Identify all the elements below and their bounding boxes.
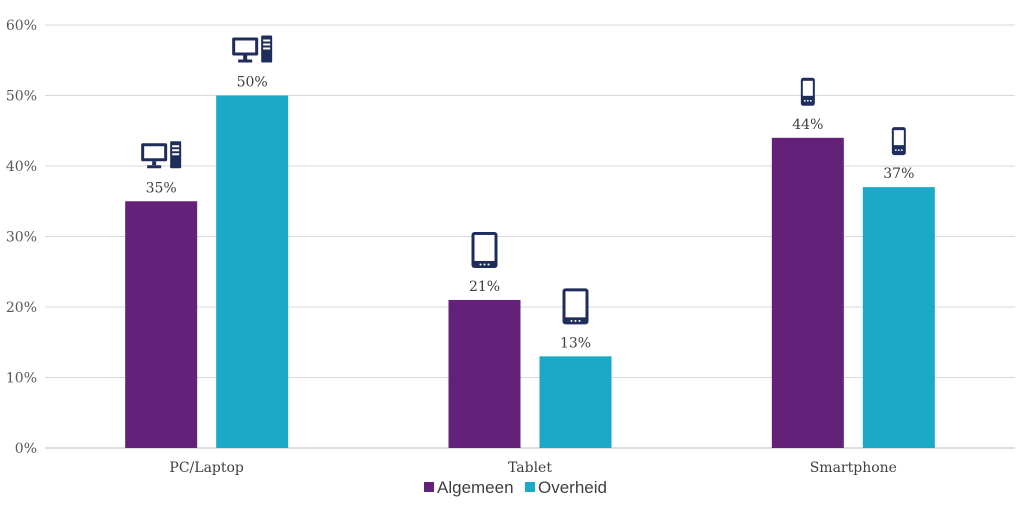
- legend-swatch: [424, 482, 434, 492]
- y-tick-label: 10%: [6, 371, 37, 387]
- monitor-stand: [147, 165, 162, 169]
- bars: [125, 95, 935, 449]
- tablet-button-dot: [574, 319, 577, 322]
- data-label: 35%: [146, 180, 177, 196]
- phone-screen: [893, 130, 904, 146]
- monitor-screen: [144, 146, 165, 159]
- data-labels: 35% 50% 21% 13% 44% 37%: [146, 75, 915, 352]
- tablet-button-dot: [483, 263, 486, 266]
- monitor-neck: [243, 55, 248, 60]
- bar-overheid-1: [539, 356, 612, 448]
- data-label: 13%: [560, 335, 591, 351]
- monitor-screen: [235, 40, 256, 53]
- phone-button-dot: [894, 149, 897, 152]
- tower-slot: [263, 47, 271, 50]
- legend-label: Overheid: [538, 478, 607, 497]
- tablet-button-dot: [578, 319, 581, 322]
- tablet-icon: [471, 231, 498, 268]
- y-tick-label: 0%: [15, 441, 37, 457]
- bar-algemeen-0: [125, 201, 198, 448]
- y-tick-label: 60%: [6, 18, 37, 34]
- phone-button-dot: [803, 99, 806, 102]
- tablet-screen: [474, 234, 495, 261]
- legend-swatch: [525, 482, 535, 492]
- tower-slot: [263, 39, 271, 42]
- y-tick-label: 50%: [6, 89, 37, 105]
- y-tick-label: 30%: [6, 230, 37, 246]
- phone-screen: [802, 80, 813, 96]
- bar-algemeen-2: [771, 137, 844, 449]
- data-label: 21%: [469, 279, 500, 295]
- desktop-computer-icon: [141, 141, 182, 169]
- phone-button-dot: [897, 149, 900, 152]
- y-tick-label: 20%: [6, 300, 37, 316]
- category-label: PC/Laptop: [169, 460, 244, 476]
- category-label: Tablet: [508, 460, 552, 476]
- legend-item: Algemeen: [424, 478, 514, 497]
- y-tick-label: 40%: [6, 159, 37, 175]
- legend-label: Algemeen: [437, 478, 514, 497]
- tower-slot: [263, 43, 271, 46]
- monitor-stand: [238, 59, 253, 63]
- data-label: 50%: [237, 75, 268, 91]
- tablet-button-dot: [479, 263, 482, 266]
- phone-button-dot: [900, 149, 903, 152]
- x-axis-category-labels: PC/Laptop Tablet Smartphone: [169, 460, 897, 476]
- tablet-screen: [565, 291, 586, 318]
- gridlines: [45, 24, 1015, 449]
- data-label: 37%: [883, 166, 914, 182]
- bar-algemeen-1: [448, 299, 521, 448]
- data-label: 44%: [792, 117, 823, 133]
- desktop-computer-icon: [232, 35, 273, 63]
- legend: Algemeen Overheid: [424, 478, 607, 497]
- bar-overheid-2: [862, 187, 935, 448]
- device-icons: [141, 35, 906, 325]
- tower-slot: [172, 145, 180, 148]
- bar-overheid-0: [216, 95, 289, 448]
- smartphone-icon: [891, 127, 906, 156]
- y-axis-tick-labels: 0% 10% 20% 30% 40% 50% 60%: [6, 18, 37, 457]
- tower-slot: [172, 149, 180, 152]
- phone-button-dot: [809, 99, 812, 102]
- category-label: Smartphone: [810, 460, 897, 476]
- legend-item: Overheid: [525, 478, 607, 497]
- tower-slot: [172, 153, 180, 156]
- tablet-button-dot: [570, 319, 573, 322]
- phone-button-dot: [806, 99, 809, 102]
- monitor-neck: [152, 161, 157, 166]
- smartphone-icon: [800, 77, 815, 106]
- tablet-button-dot: [487, 263, 490, 266]
- tablet-icon: [562, 288, 589, 325]
